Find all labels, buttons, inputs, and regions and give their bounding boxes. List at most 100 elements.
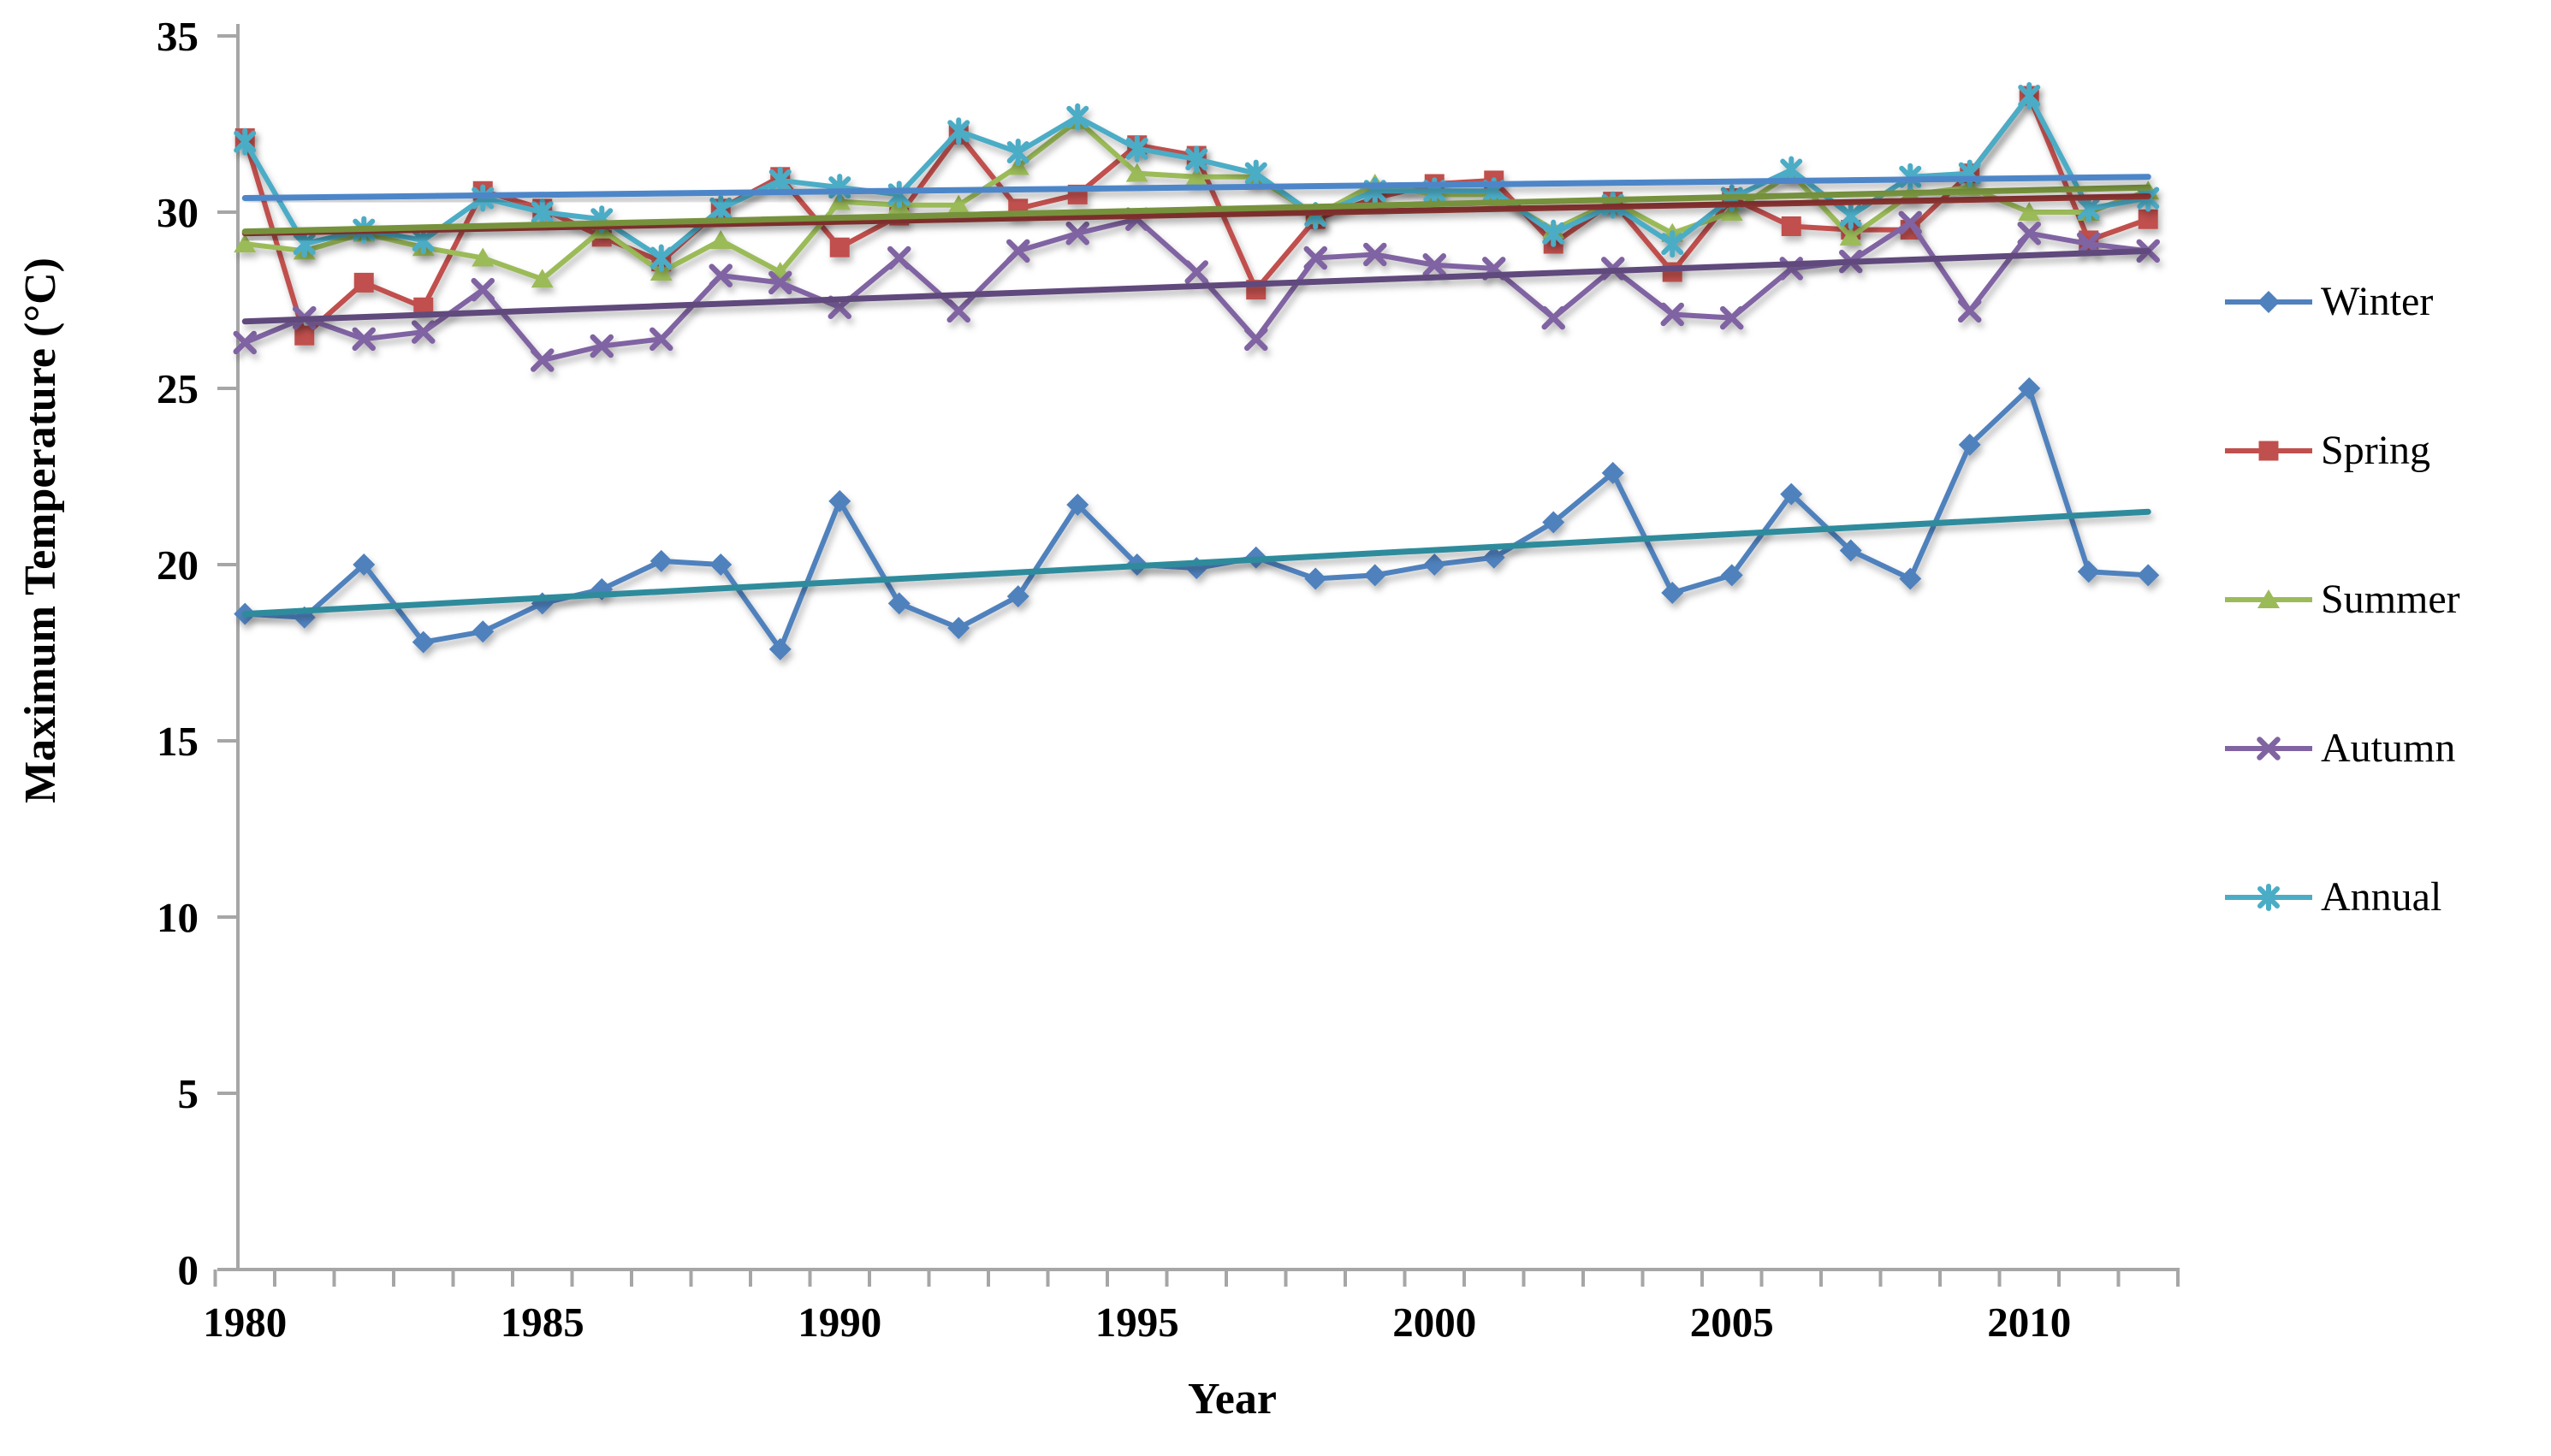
data-point <box>1720 564 1743 587</box>
data-point <box>1185 145 1208 174</box>
y-tick-label: 35 <box>157 13 199 60</box>
data-point <box>709 553 733 576</box>
y-tick-label: 0 <box>178 1246 199 1293</box>
data-point <box>1720 305 1744 330</box>
data-point <box>2077 232 2101 256</box>
data-point <box>768 270 792 295</box>
data-point <box>1839 539 1862 562</box>
data-point <box>2257 589 2280 608</box>
data-point <box>709 263 733 287</box>
data-point <box>2257 884 2280 911</box>
data-point <box>1066 493 1089 516</box>
data-point <box>1780 482 1803 506</box>
autumn-legend-marker <box>2225 737 2312 761</box>
spring-legend-marker <box>2225 441 2312 461</box>
data-point <box>2257 291 2280 313</box>
data-point <box>590 334 614 358</box>
x-axis-title: Year <box>1188 1375 1277 1423</box>
summer-legend-marker <box>2225 589 2312 608</box>
data-point <box>1601 461 1624 484</box>
winter-legend-marker <box>2225 291 2312 313</box>
data-point <box>1780 156 1803 184</box>
trendline-summer <box>241 184 2151 235</box>
data-point <box>768 166 792 194</box>
data-point <box>234 234 257 253</box>
x-tick-label: 1980 <box>203 1299 287 1346</box>
data-point <box>1423 553 1446 576</box>
data-point <box>650 244 673 272</box>
data-point <box>1661 230 1684 258</box>
data-point <box>1006 138 1029 166</box>
data-point <box>1185 166 1208 186</box>
data-point <box>531 348 555 372</box>
data-point <box>293 230 316 258</box>
data-point <box>1006 585 1029 608</box>
x-tick-label: 1990 <box>798 1299 881 1346</box>
legend-label-summer: Summer <box>2321 577 2460 622</box>
data-point <box>1066 103 1089 131</box>
data-point <box>709 194 733 222</box>
data-point <box>1662 262 1682 282</box>
data-point <box>1781 216 1801 236</box>
data-point <box>472 620 495 643</box>
data-point <box>2258 441 2279 461</box>
data-point <box>1542 219 1565 247</box>
data-point <box>768 637 792 660</box>
data-point <box>887 246 911 270</box>
data-point <box>650 327 673 352</box>
series-winter <box>234 377 2160 660</box>
data-point <box>828 489 851 512</box>
legend-item-summer: Summer <box>2222 577 2460 622</box>
data-point <box>2137 564 2160 587</box>
data-point <box>2018 377 2041 400</box>
data-point <box>352 327 376 352</box>
y-axis-title: Maximum Temperature (°C) <box>16 257 65 803</box>
data-point <box>1839 202 1862 230</box>
legend-item-winter: Winter <box>2222 279 2460 324</box>
y-tick-label: 25 <box>157 365 199 412</box>
data-point <box>233 330 257 355</box>
data-point <box>1482 546 1505 569</box>
y-tick-label: 10 <box>157 894 199 941</box>
data-point <box>2018 202 2041 221</box>
data-point <box>650 549 673 572</box>
data-point <box>829 237 850 257</box>
data-point <box>2077 194 2100 222</box>
data-point <box>1541 305 1565 330</box>
series-line-winter <box>242 386 2151 652</box>
trendline-annual <box>241 174 2151 202</box>
legend-item-autumn: Autumn <box>2222 728 2460 769</box>
data-point <box>1958 433 1981 456</box>
data-point <box>2018 82 2041 110</box>
data-point <box>2138 209 2158 229</box>
data-point <box>947 617 970 640</box>
data-point <box>1839 226 1862 246</box>
data-point <box>1899 567 1922 590</box>
annual-legend-marker <box>2225 884 2312 911</box>
y-tick-label: 30 <box>157 189 199 236</box>
legend: Winter Spring Summer Autumn Annual <box>2222 279 2460 918</box>
data-point <box>1304 567 1327 590</box>
legend-label-spring: Spring <box>2321 428 2431 473</box>
data-point <box>353 553 376 576</box>
trendline-winter <box>241 508 2151 618</box>
legend-item-spring: Spring <box>2222 428 2460 473</box>
series-annual <box>234 82 2160 272</box>
series-line-autumn <box>242 216 2151 364</box>
data-point <box>1958 299 1982 323</box>
series-autumn <box>233 207 2160 372</box>
data-point <box>1065 221 1089 246</box>
trendline-autumn <box>241 247 2151 325</box>
x-tick-label: 1985 <box>501 1299 584 1346</box>
legend-label-winter: Winter <box>2321 279 2434 324</box>
data-point <box>709 229 733 249</box>
x-tick-label: 1995 <box>1095 1299 1179 1346</box>
y-tick-label: 20 <box>157 542 199 589</box>
legend-item-annual: Annual <box>2222 877 2460 918</box>
data-point <box>294 325 315 346</box>
data-point <box>1244 327 1268 352</box>
data-point <box>1244 159 1267 187</box>
y-tick-label: 5 <box>178 1070 199 1117</box>
